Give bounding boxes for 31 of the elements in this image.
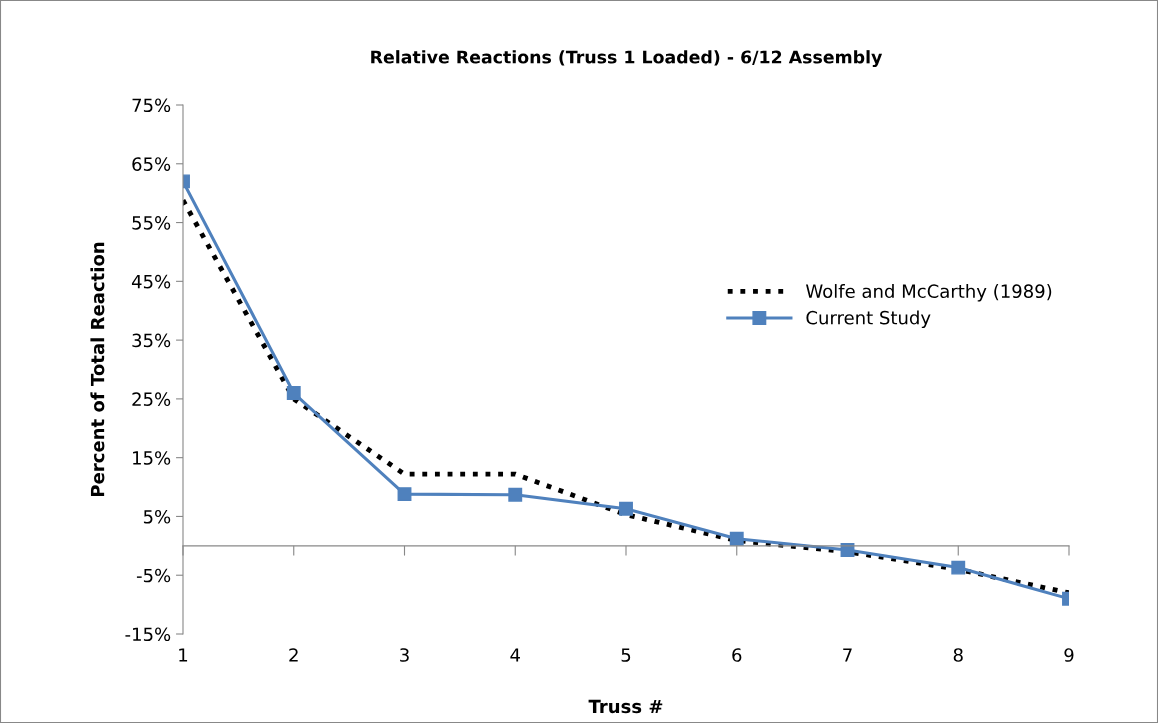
point [619, 501, 633, 516]
x-tick-label: 1 [179, 648, 188, 662]
x-tick-label: 5 [621, 648, 631, 662]
y-axis-title: Percent of Total Reaction [90, 242, 105, 497]
y-tick-label: -5% [136, 568, 171, 583]
point [729, 531, 744, 546]
y-tick-label: 35% [132, 333, 171, 348]
y-tick-label: 15% [133, 451, 171, 465]
legend-label: Current Study [806, 310, 931, 329]
y-tick-label: 5% [143, 509, 171, 524]
point [397, 487, 412, 502]
legend-label: Wolfe and McCarthy (1989) [806, 284, 1052, 302]
x-tick-label: 8 [953, 648, 963, 662]
point [840, 543, 855, 557]
y-tick-label: 75% [132, 98, 171, 113]
point [508, 487, 523, 502]
y-tick-label: 25% [132, 392, 171, 407]
point [951, 560, 966, 575]
y-tick-label: -15% [125, 627, 171, 642]
x-axis-title: Truss # [588, 699, 663, 714]
x-tick-label: 9 [1064, 648, 1074, 662]
chart-title: Relative Reactions (Truss 1 Loaded) - 6/12 Assembly [371, 50, 883, 68]
x-tick-label: 6 [732, 648, 742, 662]
x-tick-label: 4 [510, 648, 520, 662]
x-tick-label: 3 [400, 648, 409, 662]
x-tick-label: 7 [843, 648, 852, 662]
point [286, 386, 301, 400]
x-tick-label: 2 [289, 648, 298, 662]
y-tick-label: 55% [132, 216, 171, 230]
y-tick-label: 65% [132, 157, 171, 171]
y-tick-label: 45% [131, 274, 171, 289]
